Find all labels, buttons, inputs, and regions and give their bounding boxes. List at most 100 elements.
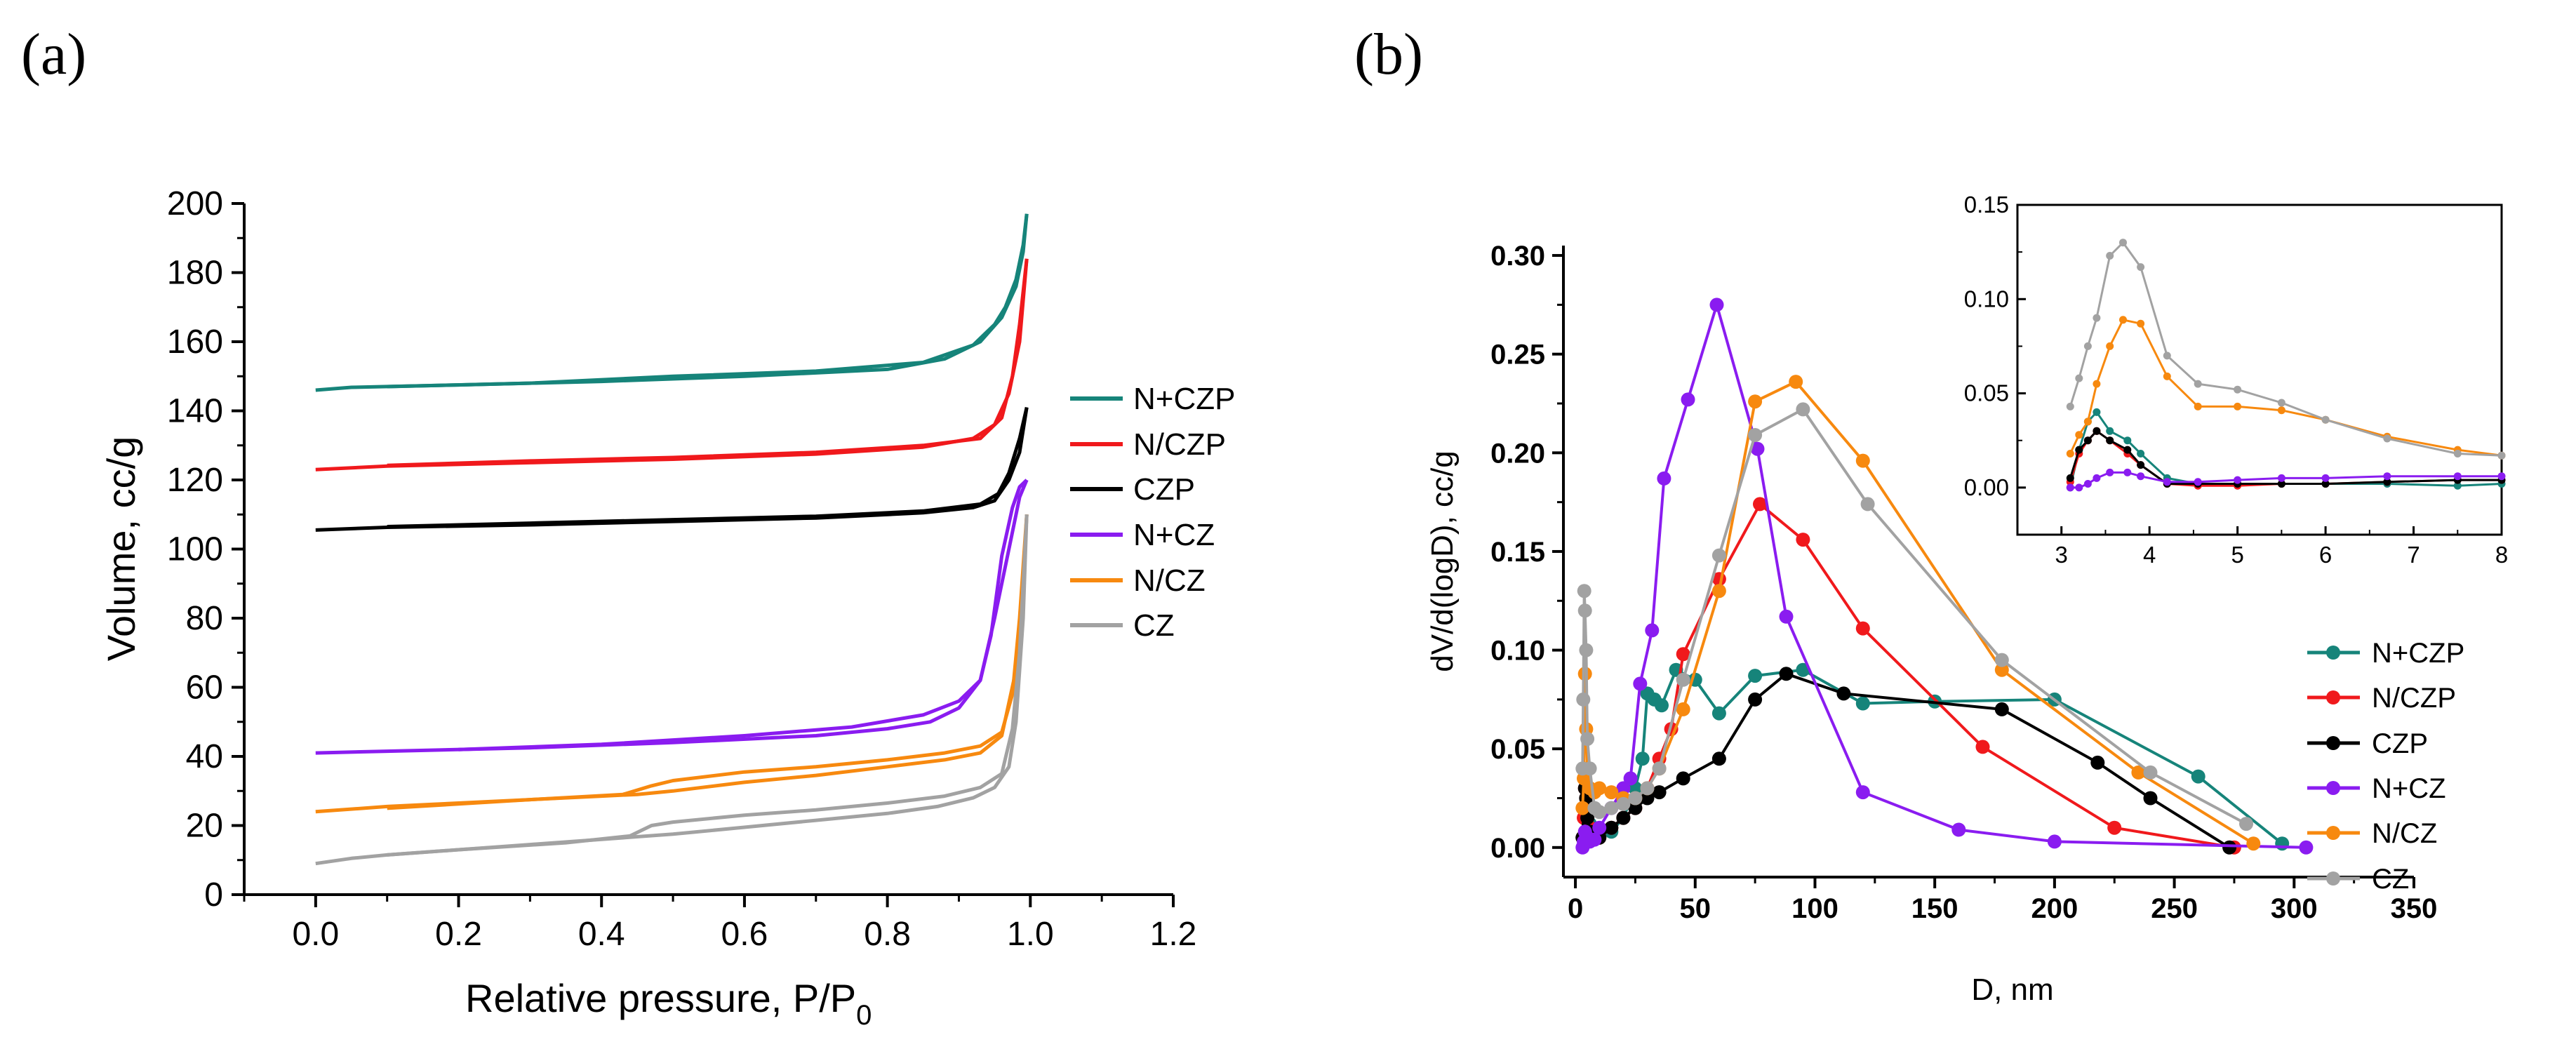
inset-point-nplus-cz: [2083, 480, 2092, 488]
inset-point-nplus-cz: [2497, 472, 2506, 481]
inset-point-nplus-cz: [2123, 468, 2132, 476]
chart-a-xtick-label: 1.2: [1150, 916, 1197, 953]
inset-point-cz: [2119, 239, 2127, 247]
chart-b-point-n-cz: [1855, 453, 1870, 468]
inset-point-n-cz: [2075, 431, 2083, 439]
inset-point-czp: [2277, 480, 2285, 488]
chart-b-xtick-label: 200: [2031, 893, 2078, 924]
inset-point-cz: [2093, 314, 2101, 322]
chart-b-series-nplus-cz: [1575, 298, 2314, 855]
chart-a-ytick-label: 200: [167, 185, 223, 222]
chart-b-point-czp: [1994, 702, 2009, 716]
chart-b-ytick-label: 0.20: [1490, 438, 1545, 469]
inset-xtick-label: 7: [2407, 542, 2420, 568]
chart-b-point-cz: [1616, 796, 1631, 811]
panel-label-a: (a): [21, 22, 86, 87]
chart-b-point-n-cz: [2131, 765, 2146, 780]
chart-b-point-nplus-cz: [2047, 834, 2062, 849]
inset-point-nplus-cz: [2137, 472, 2145, 481]
chart-a-line-cz-desorption: [387, 514, 1029, 857]
inset-point-nplus-czp: [2123, 436, 2132, 445]
inset-xtick-label: 4: [2143, 542, 2156, 568]
chart-a-line-czp-desorption: [387, 407, 1029, 528]
chart-b-point-cz: [1576, 692, 1591, 707]
chart-b-xtick-label: 100: [1791, 893, 1838, 924]
chart-b-legend-marker-cz: [2326, 871, 2340, 886]
inset-point-cz: [2083, 342, 2092, 350]
chart-b-xtick-label: 300: [2271, 893, 2318, 924]
chart-b-point-czp: [1779, 667, 1794, 681]
chart-b-point-n-czp: [1975, 740, 1990, 754]
chart-b-point-cz: [1577, 584, 1591, 599]
chart-b-legend-marker-nplus-czp: [2326, 646, 2340, 660]
chart-b-point-n-cz: [1604, 785, 1619, 800]
inset-point-cz: [2497, 451, 2506, 460]
chart-b-point-nplus-czp: [1711, 706, 1726, 721]
inset-point-nplus-czp: [2453, 481, 2462, 490]
inset-point-nplus-cz: [2163, 478, 2171, 486]
chart-b-point-nplus-cz: [2299, 840, 2314, 855]
chart-a-ytick-label: 180: [167, 255, 223, 292]
inset-point-n-cz: [2277, 406, 2285, 415]
chart-a-xtick-label: 0.6: [721, 916, 768, 953]
chart-b-point-nplus-cz: [1681, 392, 1695, 407]
inset-point-n-cz: [2234, 402, 2242, 410]
chart-b-point-n-cz: [1577, 667, 1592, 681]
inset-point-cz: [2453, 450, 2462, 457]
chart-a-ytick-label: 60: [186, 669, 223, 707]
inset-xtick-label: 3: [2055, 542, 2068, 568]
chart-b-point-nplus-cz: [1855, 785, 1870, 800]
chart-b-xtick-label: 50: [1680, 893, 1711, 924]
inset-point-czp: [2066, 474, 2074, 482]
chart-b-point-nplus-cz: [1779, 609, 1794, 624]
chart-b-point-cz: [1604, 801, 1619, 815]
chart-a-ytick-label: 0: [204, 876, 223, 914]
chart-b-legend-marker-czp: [2326, 736, 2340, 750]
inset-series-nplus-cz: [2066, 468, 2506, 492]
chart-a: 0.0 0.2 0.4 0.6 0.8 1.0 1.2 0 20 40 60 80 100 120 140…: [99, 185, 1235, 1031]
chart-b-ytick-label: 0.25: [1490, 340, 1545, 370]
chart-b-point-cz: [1711, 548, 1726, 563]
chart-b-point-nplus-czp: [1748, 669, 1763, 683]
chart-b-legend: N+CZP N/CZP CZP N+CZ N/CZ CZ: [2307, 638, 2464, 895]
chart-b-point-n-czp: [1796, 533, 1810, 547]
inset-point-nplus-cz: [2277, 474, 2285, 482]
inset-point-nplus-czp: [2137, 450, 2145, 457]
inset-point-cz: [2075, 374, 2083, 382]
inset-ytick-label: 0.10: [1964, 286, 2009, 312]
chart-a-ytick-label: 40: [186, 738, 223, 775]
panel-label-b: (b): [1354, 22, 1423, 87]
chart-b-legend-label-n-cz: N/CZ: [2372, 818, 2437, 849]
chart-b-xlabel: D, nm: [1971, 973, 2053, 1007]
inset-xtick-label: 6: [2319, 542, 2332, 568]
chart-b-ytick-label: 0.30: [1490, 241, 1545, 272]
chart-b-point-czp: [2090, 755, 2105, 770]
chart-b-legend-marker-nplus-cz: [2326, 781, 2340, 795]
chart-a-ylabel: Volume, cc/g: [99, 436, 143, 662]
chart-b-point-nplus-czp: [1855, 696, 1870, 711]
chart-a-ytick-label: 160: [167, 323, 223, 361]
inset-point-cz: [2234, 385, 2242, 394]
chart-b-point-czp: [1836, 686, 1851, 701]
chart-b-series-czp: [1575, 667, 2237, 855]
chart-b-point-cz: [1994, 653, 2009, 667]
chart-b-point-cz: [1579, 643, 1594, 657]
chart-b-point-czp: [1748, 692, 1763, 707]
chart-b-ytick-label: 0.10: [1490, 636, 1545, 667]
chart-b-point-cz: [1592, 805, 1607, 820]
chart-b-xtick-label: 0: [1568, 893, 1583, 924]
chart-a-legend-label-cz: CZ: [1133, 608, 1175, 643]
inset-xtick-label: 8: [2495, 542, 2508, 568]
chart-b-point-nplus-czp: [2191, 769, 2205, 784]
chart-b-point-cz: [1652, 761, 1667, 776]
inset-point-n-cz: [2163, 372, 2171, 380]
chart-b-point-nplus-czp: [2275, 836, 2290, 851]
chart-a-legend-label-n-czp: N/CZP: [1133, 427, 1226, 462]
inset-series-n-cz: [2066, 316, 2506, 460]
chart-b-point-n-czp: [1855, 621, 1870, 636]
chart-a-legend: N+CZP N/CZP CZP N+CZ N/CZ CZ: [1070, 382, 1235, 643]
chart-b-point-nplus-cz: [1750, 441, 1765, 456]
inset-point-nplus-czp: [2106, 427, 2114, 435]
chart-b-point-n-cz: [1994, 662, 2009, 677]
inset-line-cz: [2069, 241, 2502, 457]
